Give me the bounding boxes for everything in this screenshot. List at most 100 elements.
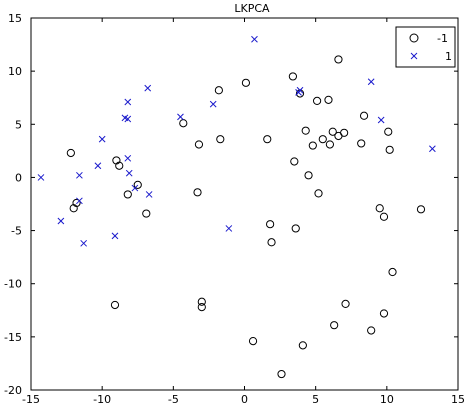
data-point-cross-stroke — [37, 174, 45, 181]
data-point-cross-stroke — [209, 100, 217, 108]
data-point-circle — [357, 139, 366, 148]
plot-area-frame — [30, 17, 459, 391]
x-tick-label: 0 — [241, 393, 248, 406]
data-point-cross-stroke — [377, 116, 385, 124]
data-point-cross — [177, 113, 184, 121]
y-tick-label: 5 — [15, 118, 22, 131]
data-point-cross-stroke — [131, 184, 139, 192]
data-point-circle — [133, 180, 142, 189]
data-point-circle — [277, 369, 286, 379]
y-tick-label: -15 — [4, 331, 22, 344]
data-point-circle — [110, 300, 120, 310]
data-point-cross — [124, 154, 132, 162]
data-point-cross — [251, 35, 258, 43]
data-point-circle — [214, 86, 223, 95]
y-tick-label: -20 — [4, 384, 22, 397]
data-points — [37, 35, 436, 379]
data-point-circle — [312, 96, 322, 106]
data-point-circle — [325, 140, 334, 149]
data-point-circle — [388, 267, 397, 277]
data-point-cross-stroke — [124, 98, 132, 106]
data-point-circle — [379, 212, 389, 221]
data-point-cross-stroke — [124, 115, 132, 123]
data-point-cross — [124, 115, 132, 123]
data-point-cross-stroke — [125, 169, 133, 177]
legend: -1 1 — [395, 26, 456, 68]
data-point-cross — [131, 184, 139, 192]
x-tick-label: -10 — [93, 393, 111, 406]
data-point-circle — [115, 161, 124, 170]
data-point-circle — [241, 78, 251, 87]
data-point-circle — [263, 135, 272, 144]
data-point-circle — [248, 337, 258, 346]
data-point-cross-stroke — [367, 78, 375, 86]
data-point-circle — [266, 220, 275, 229]
data-point-circle — [291, 224, 300, 233]
data-point-circle — [375, 204, 384, 213]
data-point-cross — [37, 174, 45, 181]
data-point-circle — [341, 299, 350, 309]
data-point-cross — [124, 98, 132, 106]
data-point-circle — [216, 135, 225, 144]
data-point-circle — [72, 198, 81, 208]
data-point-circle — [197, 297, 206, 306]
data-point-cross — [429, 145, 436, 153]
data-point-cross — [76, 197, 83, 205]
y-tick-label: -10 — [4, 278, 22, 291]
data-point-circle — [298, 341, 307, 350]
data-point-circle — [328, 127, 337, 136]
data-point-circle — [340, 128, 349, 137]
data-point-cross — [145, 191, 153, 198]
data-point-circle — [324, 95, 333, 104]
y-tick-label: 15 — [8, 12, 22, 25]
data-point-cross — [80, 239, 88, 247]
data-point-cross — [57, 217, 65, 225]
data-point-circle — [314, 189, 323, 198]
data-point-cross-stroke — [98, 135, 106, 143]
data-point-cross-stroke — [225, 225, 233, 232]
legend-marker-circle — [409, 33, 419, 43]
data-point-cross-stroke — [76, 171, 83, 179]
data-point-cross — [225, 225, 233, 232]
data-point-circle — [416, 205, 426, 214]
data-point-cross — [367, 78, 375, 86]
x-tick-label: -15 — [22, 393, 40, 406]
data-point-cross — [144, 84, 152, 92]
data-point-cross — [296, 86, 304, 94]
data-point-circle — [288, 72, 297, 81]
data-point-cross-stroke — [251, 35, 258, 43]
data-point-cross — [125, 169, 133, 177]
data-point-circle — [330, 321, 339, 330]
data-point-cross-stroke — [124, 154, 132, 162]
y-tick-label: -5 — [11, 225, 22, 238]
data-point-circle — [193, 188, 202, 197]
data-point-cross — [377, 116, 385, 124]
data-point-circle — [194, 140, 204, 149]
y-tick-label: 10 — [8, 65, 22, 78]
y-tick-label: 0 — [15, 171, 22, 184]
data-point-circle — [379, 309, 389, 318]
data-point-circle — [367, 326, 376, 335]
legend-box — [395, 26, 456, 68]
legend-label-neg1: -1 — [437, 32, 448, 45]
data-point-cross — [209, 100, 217, 108]
data-point-cross — [111, 232, 119, 240]
data-point-circle — [308, 141, 317, 150]
data-point-circle — [334, 55, 343, 64]
data-point-cross-stroke — [111, 232, 119, 240]
legend-marker-cross — [410, 52, 418, 60]
legend-label-pos1: 1 — [445, 50, 452, 63]
data-point-cross — [94, 162, 102, 170]
x-tick-label: 5 — [312, 393, 319, 406]
data-point-cross-stroke — [94, 162, 102, 170]
data-point-circle — [142, 209, 151, 218]
data-point-cross — [98, 135, 106, 143]
data-point-cross-stroke — [145, 191, 153, 198]
data-point-cross-stroke — [80, 239, 88, 247]
data-point-circle — [318, 135, 327, 144]
data-point-circle — [359, 111, 369, 120]
data-point-circle — [290, 157, 299, 166]
chart-title: LKPCA — [234, 2, 270, 15]
